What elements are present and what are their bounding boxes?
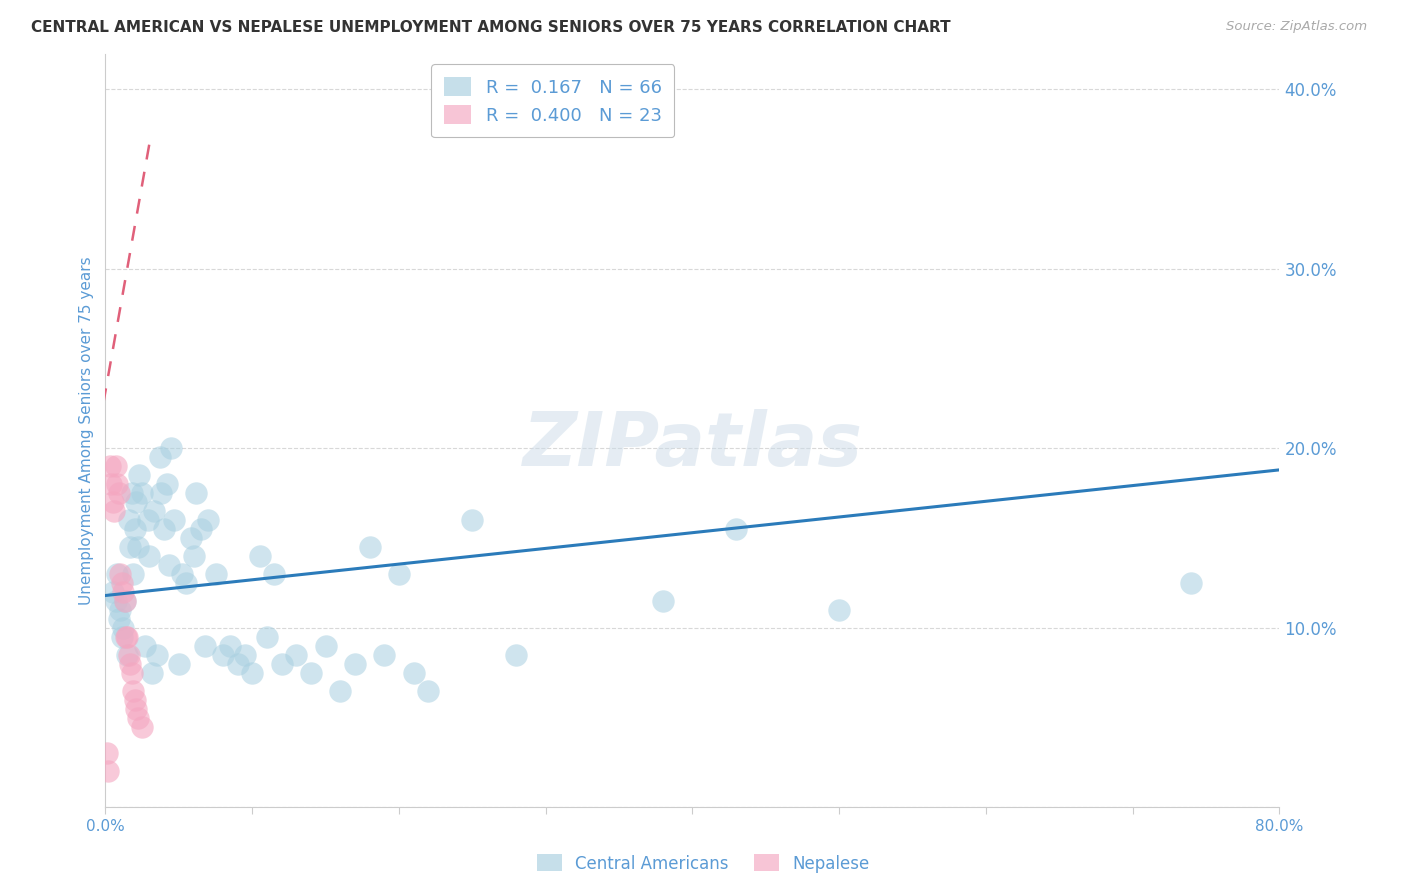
Point: [233, 648, 256, 662]
Point: [186, 486, 208, 500]
Point: [127, 710, 149, 724]
Point: [359, 540, 381, 554]
Text: CENTRAL AMERICAN VS NEPALESE UNEMPLOYMENT AMONG SENIORS OVER 75 YEARS CORRELATIO: CENTRAL AMERICAN VS NEPALESE UNEMPLOYMEN…: [31, 20, 950, 35]
Point: [115, 630, 138, 644]
Point: [107, 612, 129, 626]
Point: [163, 513, 186, 527]
Point: [373, 648, 395, 662]
Point: [121, 486, 143, 500]
Point: [101, 495, 124, 509]
Point: [174, 576, 197, 591]
Point: [104, 594, 127, 608]
Point: [652, 594, 675, 608]
Point: [114, 594, 136, 608]
Point: [110, 576, 132, 591]
Point: [315, 639, 337, 653]
Point: [142, 504, 165, 518]
Y-axis label: Unemployment Among Seniors over 75 years: Unemployment Among Seniors over 75 years: [79, 256, 94, 605]
Text: ZIPatlas: ZIPatlas: [523, 409, 862, 482]
Point: [263, 566, 285, 581]
Point: [97, 764, 120, 779]
Point: [110, 630, 132, 644]
Legend: R =  0.167   N = 66, R =  0.400   N = 23: R = 0.167 N = 66, R = 0.400 N = 23: [432, 64, 675, 137]
Point: [402, 665, 425, 680]
Point: [170, 566, 193, 581]
Point: [1180, 576, 1202, 591]
Point: [112, 585, 135, 599]
Text: Source: ZipAtlas.com: Source: ZipAtlas.com: [1226, 20, 1367, 33]
Point: [505, 648, 527, 662]
Point: [96, 747, 118, 761]
Point: [249, 549, 271, 563]
Point: [160, 442, 183, 456]
Point: [156, 477, 179, 491]
Point: [122, 566, 145, 581]
Point: [134, 639, 156, 653]
Point: [131, 486, 153, 500]
Point: [157, 558, 180, 572]
Point: [167, 657, 190, 671]
Point: [125, 701, 148, 715]
Point: [138, 549, 160, 563]
Point: [127, 540, 149, 554]
Point: [124, 692, 146, 706]
Point: [121, 665, 143, 680]
Point: [343, 657, 366, 671]
Point: [270, 657, 292, 671]
Point: [725, 522, 748, 536]
Point: [108, 566, 131, 581]
Point: [104, 459, 127, 474]
Point: [120, 657, 142, 671]
Point: [388, 566, 411, 581]
Point: [136, 513, 159, 527]
Point: [418, 683, 440, 698]
Point: [117, 630, 139, 644]
Point: [103, 504, 125, 518]
Point: [146, 648, 169, 662]
Point: [100, 477, 122, 491]
Point: [285, 648, 308, 662]
Point: [101, 585, 124, 599]
Point: [141, 665, 163, 680]
Point: [131, 719, 153, 733]
Point: [117, 648, 139, 662]
Point: [150, 486, 173, 500]
Point: [128, 468, 150, 483]
Point: [461, 513, 484, 527]
Point: [105, 566, 128, 581]
Point: [153, 522, 176, 536]
Point: [108, 603, 131, 617]
Point: [124, 522, 146, 536]
Point: [118, 648, 141, 662]
Point: [299, 665, 322, 680]
Point: [98, 459, 121, 474]
Point: [149, 450, 172, 465]
Point: [120, 540, 142, 554]
Point: [112, 621, 135, 635]
Point: [105, 477, 128, 491]
Point: [219, 639, 242, 653]
Point: [183, 549, 205, 563]
Point: [256, 630, 278, 644]
Legend: Central Americans, Nepalese: Central Americans, Nepalese: [530, 847, 876, 880]
Point: [114, 594, 136, 608]
Point: [190, 522, 212, 536]
Point: [118, 513, 141, 527]
Point: [329, 683, 352, 698]
Point: [125, 495, 148, 509]
Point: [197, 513, 219, 527]
Point: [226, 657, 249, 671]
Point: [180, 531, 202, 545]
Point: [211, 648, 233, 662]
Point: [107, 486, 129, 500]
Point: [240, 665, 263, 680]
Point: [828, 603, 851, 617]
Point: [194, 639, 217, 653]
Point: [204, 566, 226, 581]
Point: [122, 683, 145, 698]
